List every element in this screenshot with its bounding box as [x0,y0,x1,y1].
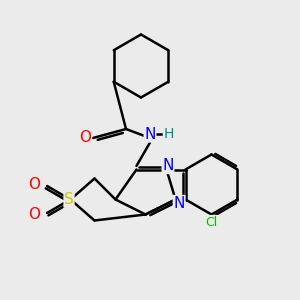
Text: N: N [144,127,156,142]
Text: N: N [162,158,174,173]
Text: O: O [28,207,40,222]
Text: H: H [164,128,174,141]
Text: Cl: Cl [206,215,218,229]
Text: S: S [64,192,74,207]
Text: N: N [173,196,185,211]
Text: O: O [28,177,40,192]
Text: O: O [80,130,92,146]
